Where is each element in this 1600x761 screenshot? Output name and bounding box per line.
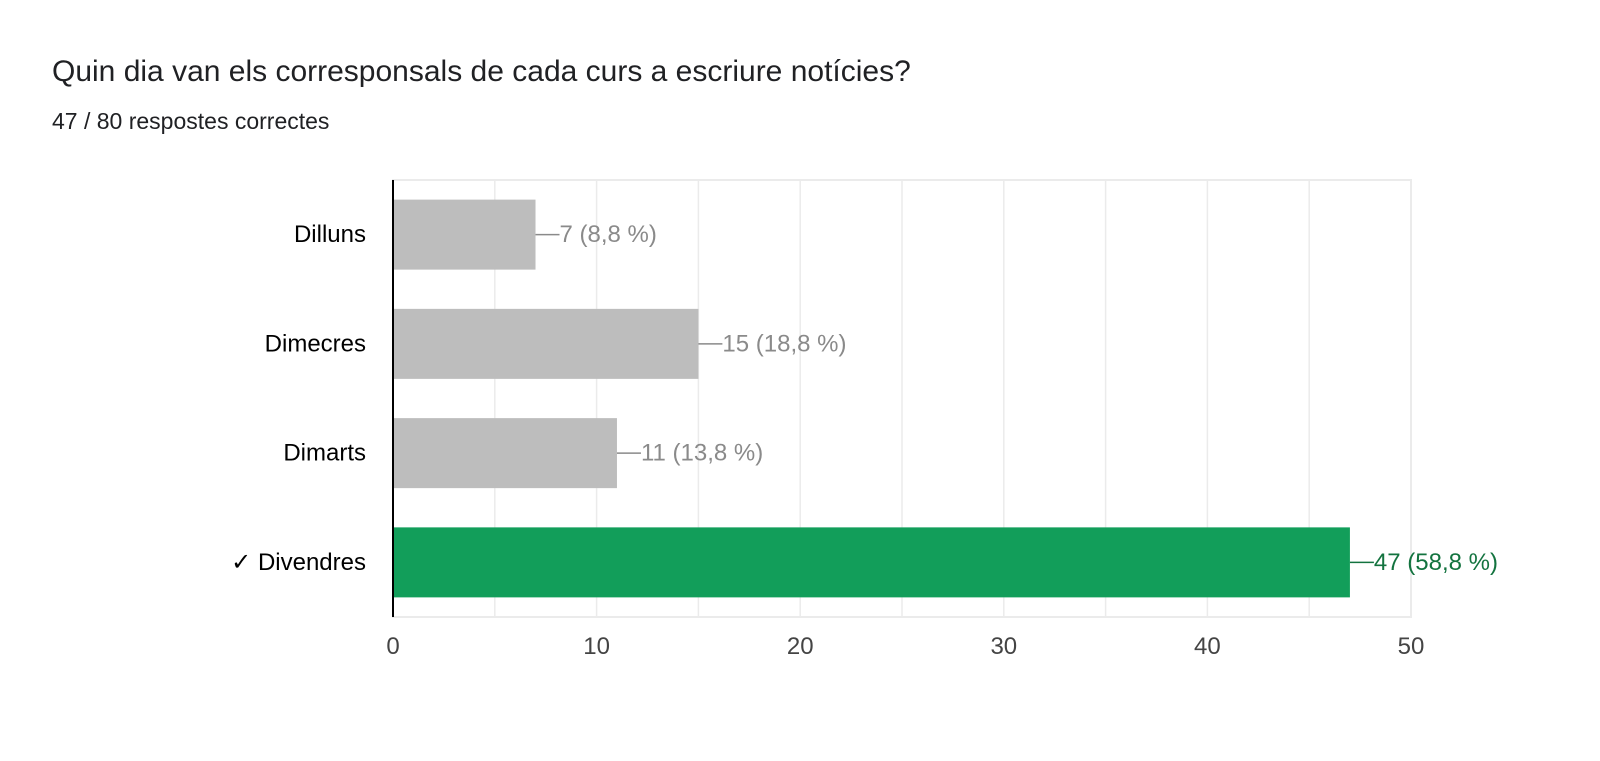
bar bbox=[393, 308, 699, 379]
data-label: 15 (18,8 %) bbox=[722, 330, 846, 357]
x-tick-label: 50 bbox=[1398, 633, 1425, 660]
x-tick-label: 0 bbox=[386, 633, 399, 660]
data-label: 11 (13,8 %) bbox=[641, 440, 763, 467]
data-label: 47 (58,8 %) bbox=[1374, 549, 1498, 576]
bar bbox=[393, 527, 1350, 598]
bar bbox=[393, 199, 536, 270]
category-label: Dilluns bbox=[294, 221, 366, 248]
data-label: 7 (8,8 %) bbox=[560, 221, 657, 248]
x-tick-label: 10 bbox=[583, 633, 610, 660]
category-label: Dimecres bbox=[265, 330, 366, 357]
question-title: Quin dia van els corresponsals de cada c… bbox=[52, 55, 911, 88]
x-tick-label: 20 bbox=[787, 633, 814, 660]
category-label: Dimarts bbox=[283, 440, 366, 467]
score-summary: 47 / 80 respostes correctes bbox=[52, 108, 330, 134]
x-tick-label: 30 bbox=[990, 633, 1017, 660]
x-tick-label: 40 bbox=[1194, 633, 1221, 660]
bar bbox=[393, 418, 617, 489]
category-label: ✓ Divendres bbox=[231, 549, 366, 576]
